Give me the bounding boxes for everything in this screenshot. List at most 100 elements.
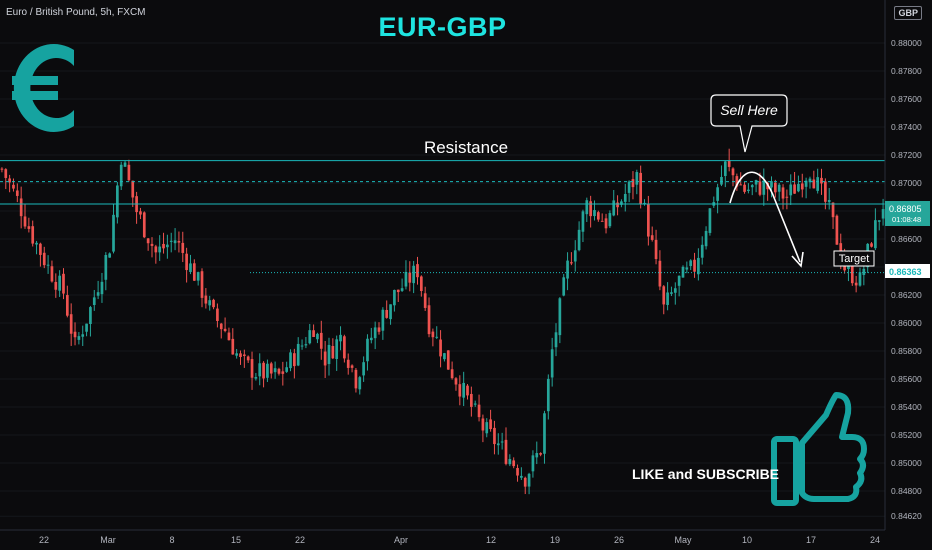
candle [4,168,8,190]
candle [546,374,550,420]
candle [827,187,831,210]
candle [604,213,608,234]
candle [473,400,477,407]
candle [219,322,223,339]
candle [246,355,250,363]
price-tick-label: 0.88000 [891,38,922,48]
candle [200,268,204,308]
candle [289,349,292,372]
candle [308,323,312,345]
candle [23,204,27,229]
candle [520,467,523,480]
candle [177,231,181,253]
symbol-label: Euro / British Pound, 5h, FXCM [6,7,146,18]
time-tick-label: 12 [486,535,496,545]
currency-badge[interactable]: GBP [894,6,922,20]
candle [558,297,562,344]
candle [485,418,489,438]
time-tick-label: Apr [394,535,408,545]
candle [874,208,877,251]
candle [773,179,777,198]
candle [19,186,23,229]
candle [731,167,735,187]
candle [123,160,127,167]
candle [820,168,823,195]
candle [131,180,135,208]
candle [793,171,796,194]
candle [85,323,88,337]
price-tick-label: 0.87200 [891,150,922,160]
candle [577,221,581,252]
candle [708,207,712,236]
candle [58,270,61,297]
candle [512,457,516,469]
candle [543,410,546,464]
candle [373,321,377,350]
target-box: Target [833,250,875,267]
candle [831,202,835,229]
candle [92,289,96,311]
candle [239,350,242,365]
price-tick-label: 0.85400 [891,402,922,412]
price-tick-label: 0.84620 [891,511,922,521]
candle [516,464,519,482]
candle [362,356,365,382]
time-tick-label: 8 [169,535,174,545]
candle [608,210,612,229]
price-tick-label: 0.87600 [891,94,922,104]
candle [77,332,81,345]
candle [323,340,327,378]
candle [858,267,862,287]
candle [242,349,246,368]
candle [616,195,619,216]
candle [339,326,342,351]
candle [658,250,662,291]
candle [797,175,800,193]
candle [8,174,11,193]
candle [393,289,396,312]
candle [589,195,592,228]
candle [404,260,408,290]
price-levels [0,160,885,274]
time-tick-label: 22 [39,535,49,545]
price-tick-label: 0.86000 [891,318,922,328]
candle [566,252,569,291]
candle [585,197,589,222]
candle [470,386,473,417]
candle [693,252,696,278]
sell-here-label: Sell Here [720,102,778,118]
candle [454,377,458,391]
candle [231,328,235,355]
candle [685,261,689,274]
candle [623,183,627,212]
candle [750,183,754,196]
price-tick-label: 0.86600 [891,234,922,244]
candle [435,326,439,339]
candle [462,371,466,407]
candle [877,220,881,231]
candle [27,217,31,233]
price-tick-label: 0.84800 [891,486,922,496]
candle [369,327,373,344]
candle [119,161,123,191]
candle [785,189,789,210]
target-price-label: 0.86363 [889,267,922,277]
candle [189,254,192,275]
candle [666,282,669,311]
time-tick-label: 22 [295,535,305,545]
candle [162,232,165,254]
candle [396,289,400,302]
candle [381,307,385,340]
candle [777,182,781,202]
candle [112,204,115,254]
candle [677,275,681,297]
candle [319,320,323,360]
candle [54,273,58,298]
candle [35,240,38,255]
candle [65,285,69,318]
resistance-label: Resistance [424,138,508,157]
candle [654,229,658,265]
candle [781,184,785,210]
candle [331,338,335,360]
